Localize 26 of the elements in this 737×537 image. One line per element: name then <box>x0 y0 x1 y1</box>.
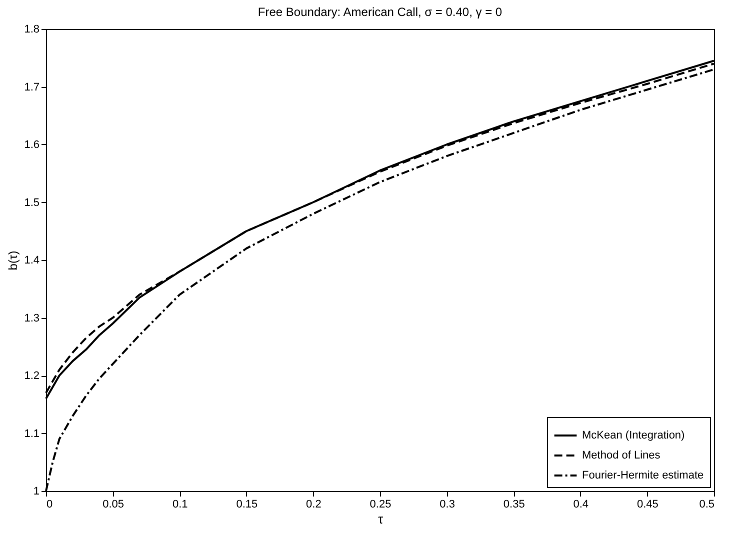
legend-label: McKean (Integration) <box>582 430 685 442</box>
legend-label: Fourier-Hermite estimate <box>582 470 704 482</box>
y-tick-label: 1 <box>33 486 40 498</box>
y-tick-label: 1.7 <box>24 81 40 94</box>
y-tick-label: 1.1 <box>24 428 40 440</box>
x-tick-label: 0.2 <box>306 498 322 510</box>
x-tick-label: 0.3 <box>440 498 455 510</box>
y-tick-label: 1.2 <box>24 370 40 382</box>
x-tick-label: 0 <box>46 498 53 510</box>
x-tick-label: 0.35 <box>503 498 525 510</box>
y-axis-title: b(τ) <box>6 250 20 270</box>
x-tick-label: 0.45 <box>636 498 658 510</box>
y-tick-label: 1.4 <box>24 254 40 266</box>
x-tick-label: 0.4 <box>573 498 589 510</box>
x-tick-label: 0.25 <box>370 498 392 510</box>
x-tick-label: 0.05 <box>102 498 124 510</box>
chart-title: Free Boundary: American Call, σ = 0.40, γ = 0 <box>258 5 502 19</box>
x-axis-title: τ <box>378 512 384 526</box>
x-tick-label: 0.1 <box>172 498 188 510</box>
y-tick-label: 1.6 <box>24 139 40 151</box>
y-tick-label: 1.8 <box>24 24 40 36</box>
legend-label: Method of Lines <box>582 450 661 462</box>
y-tick-label: 1.3 <box>24 312 40 324</box>
y-tick-label: 1.5 <box>24 196 40 209</box>
x-tick-label: 0.5 <box>699 498 714 510</box>
x-tick-label: 0.15 <box>236 498 258 510</box>
